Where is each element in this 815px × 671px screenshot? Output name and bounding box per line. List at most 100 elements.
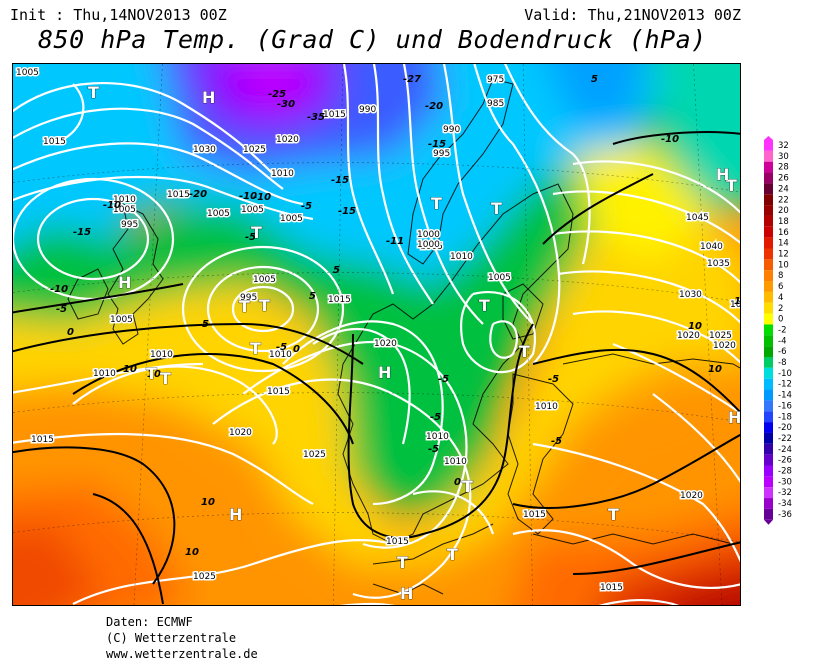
- legend-tick-label: -8: [778, 358, 786, 368]
- map-title: 850 hPa Temp. (Grad C) und Bodendruck (h…: [38, 25, 707, 54]
- legend-tick-label: -2: [778, 325, 786, 335]
- legend-tick-label: -6: [778, 347, 786, 357]
- legend-tick-label: -24: [778, 445, 792, 455]
- isobar-label: 1030: [193, 145, 216, 155]
- isobar-label: 1005: [113, 205, 136, 215]
- isobar-label: 1005: [16, 68, 39, 78]
- isobar-label: 1020: [713, 341, 736, 351]
- isobar-label: 1000: [417, 230, 440, 240]
- temperature-labels: -25-30-27-20-35-15-15-10-10-15-20 -10-15-…: [50, 74, 741, 558]
- isobar-label: 1020: [677, 331, 700, 341]
- isobar-label: 1010: [150, 350, 173, 360]
- low-pressure-center: T: [259, 296, 270, 315]
- isobar-label: 1015: [267, 387, 290, 397]
- isotherm-label: -15: [428, 139, 446, 150]
- isotherm-label: -10: [253, 192, 271, 203]
- isobar-label: 1010: [269, 350, 292, 360]
- legend-tick-label: -36: [778, 510, 792, 520]
- legend-swatch: [764, 161, 773, 173]
- isotherm-label: -10: [239, 191, 257, 202]
- isotherm-label: -25: [268, 89, 286, 100]
- legend-swatch: [764, 259, 773, 271]
- temperature-field: [13, 64, 740, 605]
- isotherm-label: 10: [708, 364, 722, 375]
- legend-tick-label: -30: [778, 477, 792, 487]
- legend-swatch: [764, 443, 773, 455]
- legend-swatch: [764, 150, 773, 162]
- isobar-label: 1015: [323, 110, 346, 120]
- isobar-label: 1010: [113, 195, 136, 205]
- isotherm-label: 15: [734, 296, 741, 307]
- isobar-label: 1010: [450, 252, 473, 262]
- low-pressure-center: T: [519, 342, 530, 361]
- isotherm-label: -10: [661, 134, 679, 145]
- legend-tick-label: -28: [778, 467, 792, 477]
- isobar-label: 1025: [193, 572, 216, 582]
- legend-swatch: [764, 313, 773, 325]
- low-pressure-center: T: [239, 297, 250, 316]
- legend-tick-label: -18: [778, 412, 792, 422]
- isobar-label: 1005: [420, 242, 443, 252]
- valid-time: Valid: Thu,21NOV2013 00Z: [524, 6, 741, 24]
- isotherm-label: -10: [50, 284, 68, 295]
- isotherm-label: -27: [403, 74, 421, 85]
- isotherm-label: 0: [293, 344, 300, 355]
- legend-swatch: [764, 346, 773, 357]
- high-pressure-center: H: [400, 584, 413, 603]
- isotherm-label: 10: [201, 497, 215, 508]
- isotherm-label: -5: [428, 444, 439, 455]
- isobar-label: 1020: [276, 135, 299, 145]
- legend-swatch: [764, 389, 773, 401]
- isobar-label: 975: [487, 75, 504, 85]
- isobar-label: 985: [487, 99, 504, 109]
- isobar-label: 1005: [253, 275, 276, 285]
- low-pressure-center: T: [608, 505, 619, 524]
- isotherm-label: 5: [202, 319, 209, 330]
- isotherm-label: -35: [307, 112, 325, 123]
- low-pressure-center: T: [251, 223, 262, 242]
- graticule: [13, 64, 740, 605]
- isotherm-label: 10: [123, 364, 137, 375]
- isotherm-label: -5: [245, 232, 256, 243]
- isobar-label: 1015: [328, 295, 351, 305]
- isobar-label: 1000: [417, 240, 440, 250]
- legend-tick-label: 18: [778, 217, 789, 227]
- legend-tick-label: 2: [778, 304, 783, 314]
- low-pressure-center: T: [726, 176, 737, 195]
- isotherm-label: -15: [338, 206, 356, 217]
- isobar-label: 1020: [229, 428, 252, 438]
- high-pressure-center: H: [716, 165, 729, 184]
- legend-swatch: [764, 487, 773, 499]
- legend-tick-label: 20: [778, 206, 789, 216]
- isobar-label: 1030: [679, 290, 702, 300]
- legend-tick-label: 14: [778, 239, 789, 249]
- isobar-label: 1010: [426, 432, 449, 442]
- legend-tick-label: -22: [778, 434, 792, 444]
- isotherm-label: -15: [331, 175, 349, 186]
- legend-swatch: [764, 411, 773, 423]
- isotherm-label: -5: [276, 342, 287, 353]
- low-pressure-center: T: [160, 369, 171, 388]
- legend-swatch: [764, 215, 773, 227]
- footer-copyright: (C) Wetterzentrale: [106, 631, 237, 645]
- low-pressure-center: T: [479, 296, 490, 315]
- legend-tick-label: 26: [778, 174, 789, 184]
- isobar-label: 1015: [43, 137, 66, 147]
- legend-swatch: [764, 432, 773, 444]
- weather-map: 1005 1015 1030 1025 1020 1010 1015 1015 990 975 98…: [12, 63, 741, 606]
- isobar-label: 1015: [167, 190, 190, 200]
- isotherm-label: -11: [386, 236, 404, 247]
- isobar-label: 1010: [535, 402, 558, 412]
- isobar-label: 1035: [707, 259, 730, 269]
- isotherm-label: 5: [309, 291, 316, 302]
- isobar-label: 1010: [93, 369, 116, 379]
- isobar-label: 1025: [709, 331, 732, 341]
- legend-tick-label: 22: [778, 195, 789, 205]
- isotherm-label: 0: [67, 327, 74, 338]
- legend-tick-label: 24: [778, 184, 789, 194]
- isobar-label: 990: [443, 125, 460, 135]
- legend-tick-label: -26: [778, 456, 792, 466]
- legend-swatch: [764, 335, 773, 347]
- legend-swatch: [764, 226, 773, 238]
